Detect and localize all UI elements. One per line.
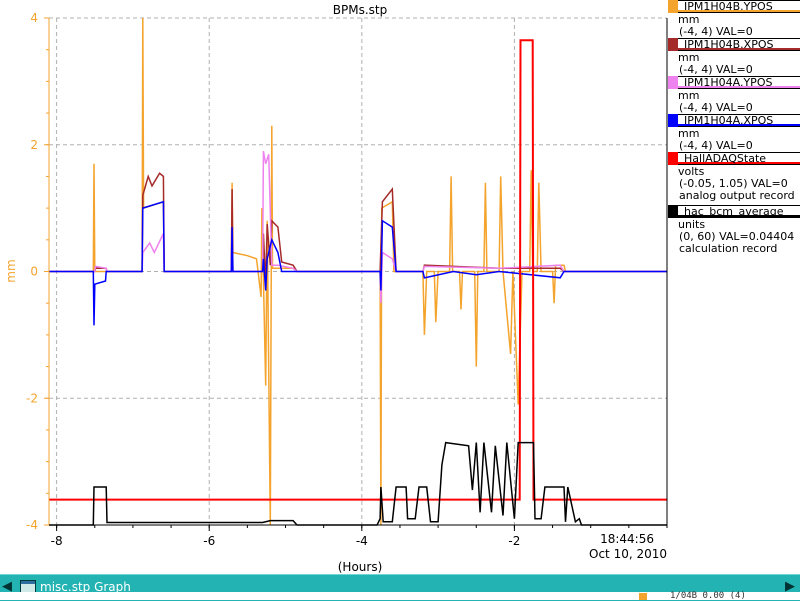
right-arrow-icon[interactable]: ▶ xyxy=(785,579,795,594)
legend-range: (-0.05, 1.05) VAL=0 xyxy=(679,177,788,190)
y-axis-label: mm xyxy=(4,259,18,282)
x-tick-label: -4 xyxy=(356,534,368,548)
legend-series-name: hac_bcm_average xyxy=(678,205,800,218)
chart-title: BPMs.stp xyxy=(333,3,387,17)
legend-units: volts xyxy=(678,165,705,178)
legend-range: (0, 60) VAL=0.04404 xyxy=(679,230,795,243)
legend-units: mm xyxy=(678,127,700,140)
legend: IPM1H04B.YPOS mm (-4, 4) VAL=0 IPM1H04B.XPO… xyxy=(668,0,800,270)
legend-swatch xyxy=(668,0,678,13)
y-tick-label: 4 xyxy=(30,11,38,25)
left-arrow-icon[interactable]: ◀ xyxy=(2,579,12,594)
legend-units: units xyxy=(678,218,706,231)
axes-layer: -8 -6 -4 -2 -4 -2 0 2 4 xyxy=(26,11,668,548)
under-strip-text: 1/04B 0.00 (4) xyxy=(670,591,746,601)
legend-units: mm xyxy=(678,51,700,64)
y-tick-label: -4 xyxy=(26,518,38,532)
legend-range: (-4, 4) VAL=0 xyxy=(679,63,753,76)
series-line-halladaqstate xyxy=(49,39,667,501)
taskbar-window-title[interactable]: misc.stp Graph xyxy=(40,580,131,594)
legend-record-type: calculation record xyxy=(679,242,778,255)
legend-swatch xyxy=(668,205,678,218)
legend-units: mm xyxy=(678,13,700,26)
taskbar-under-strip xyxy=(0,592,800,600)
y-tick-label: 2 xyxy=(30,138,38,152)
legend-series-name: IPM1H04A.XPOS xyxy=(678,114,800,127)
end-time-label: 18:44:56 xyxy=(600,532,654,546)
y-tick-label: 0 xyxy=(30,265,38,279)
legend-series-name: IPM1H04A.YPOS xyxy=(678,76,800,89)
legend-range: (-4, 4) VAL=0 xyxy=(679,25,753,38)
x-axis-label: (Hours) xyxy=(338,560,383,574)
series-line-ipm1h04a-xpos xyxy=(49,200,667,326)
legend-swatch xyxy=(668,76,678,89)
y-tick-label: -2 xyxy=(26,391,38,405)
legend-series-name: IPM1H04B.XPOS xyxy=(678,38,800,51)
series-layer xyxy=(49,17,667,526)
x-tick-label: -8 xyxy=(51,534,63,548)
legend-swatch xyxy=(668,38,678,51)
legend-range: (-4, 4) VAL=0 xyxy=(679,139,753,152)
bpm-chart: BPMs.stp mm (Hours) 18:44:56 Oct 10, 201… xyxy=(4,3,668,574)
legend-swatch xyxy=(668,152,678,165)
legend-range: (-4, 4) VAL=0 xyxy=(679,101,753,114)
x-tick-label: -2 xyxy=(508,534,520,548)
legend-units: mm xyxy=(678,89,700,102)
legend-series-name: IPM1H04B.YPOS xyxy=(678,0,800,13)
legend-series-name: HallADAQState xyxy=(678,152,800,165)
legend-swatch xyxy=(668,114,678,127)
end-date-label: Oct 10, 2010 xyxy=(589,547,667,561)
legend-record-type: analog output record xyxy=(679,189,795,202)
x-tick-label: -6 xyxy=(203,534,215,548)
under-color-box xyxy=(639,593,647,600)
series-line-hac-bcm-average xyxy=(49,441,667,526)
